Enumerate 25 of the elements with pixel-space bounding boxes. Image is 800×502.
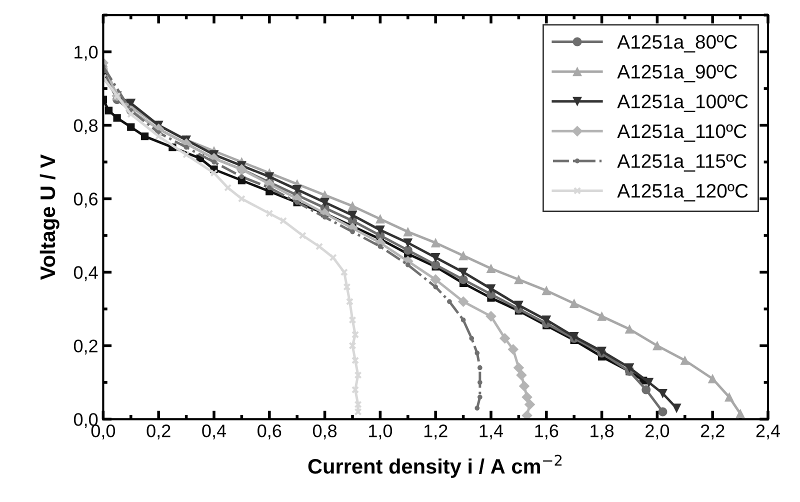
y-tick-label: 1,0 (74, 46, 98, 61)
x-tick-label: 1,0 (369, 424, 392, 440)
x-tick-label: 1,4 (480, 424, 504, 440)
y-tick-label: 0,8 (74, 119, 98, 134)
legend-label: A1251a_110ºC (617, 124, 746, 142)
x-tick-label: 0,6 (258, 424, 282, 440)
x-tick-label: 2,4 (756, 424, 780, 440)
x-tick-label: 1,8 (590, 424, 614, 440)
legend-label: A1251a_100ºC (617, 94, 748, 112)
y-tick-label: 0,6 (74, 192, 98, 208)
x-tick-label: 0,2 (146, 424, 170, 440)
y-axis-title: Voltage U / V (40, 154, 60, 280)
x-tick-label: 2,2 (700, 424, 724, 440)
y-tick-label: 0,4 (74, 266, 98, 282)
x-tick-label: 1,6 (535, 424, 558, 440)
y-tick-label: 0,2 (74, 340, 98, 355)
x-tick-label: 0,8 (312, 424, 337, 440)
x-tick-label: 1,2 (424, 424, 448, 440)
x-tick-label: 0,4 (202, 424, 226, 440)
legend-label: A1251a_80ºC (617, 35, 738, 52)
legend-label: A1251a_90ºC (617, 64, 738, 82)
legend-label: A1251a_120ºC (617, 184, 748, 202)
x-axis-title: Current density i / A cm$^{−2}$ (308, 454, 562, 478)
legend-label: A1251a_115ºC (617, 154, 746, 172)
x-tick-label: 2,0 (646, 424, 670, 440)
